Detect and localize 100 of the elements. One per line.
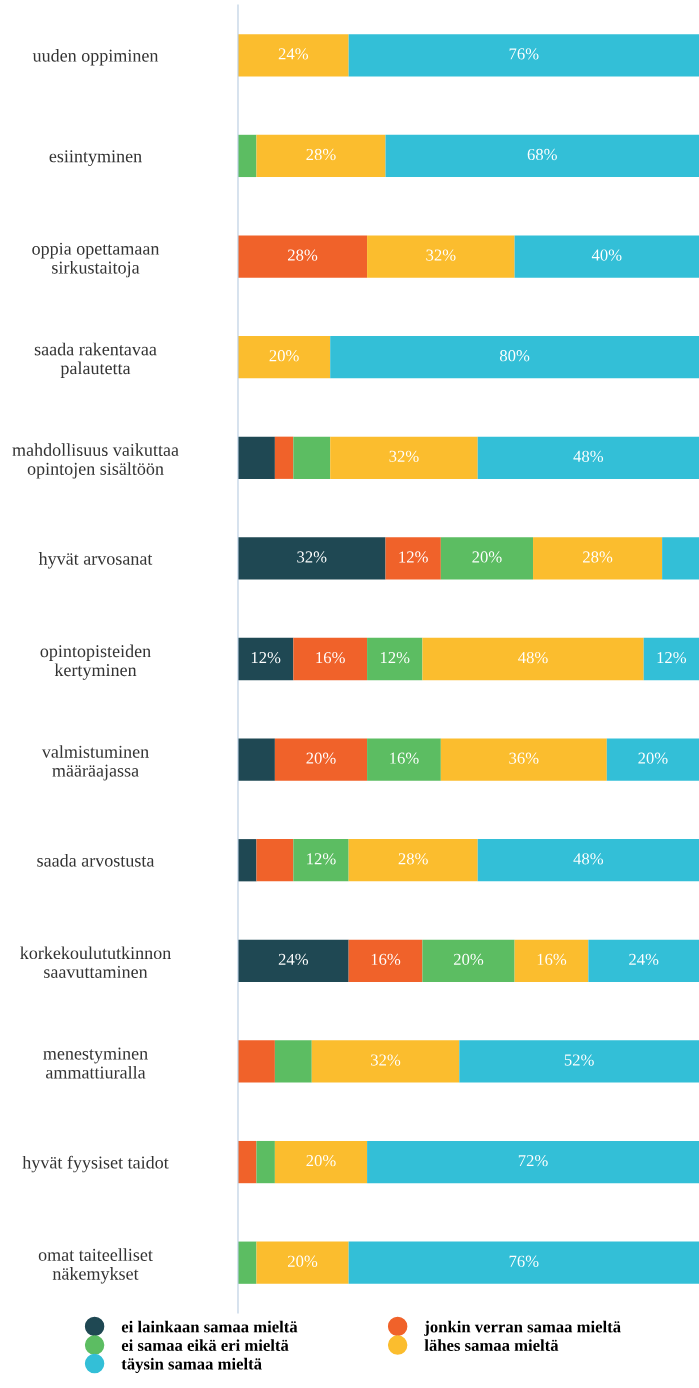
data-label: 76% <box>509 48 539 60</box>
bar <box>238 839 257 882</box>
data-label: 52% <box>564 1054 594 1066</box>
data-label: 40% <box>591 249 622 261</box>
bar <box>440 537 534 580</box>
bar <box>293 637 368 681</box>
bar <box>238 637 294 681</box>
legend-label: lähes samaa mieltä <box>424 1339 559 1352</box>
bar <box>330 436 478 479</box>
data-label: 28% <box>306 148 336 161</box>
legend-label: ei samaa eikä eri mieltä <box>121 1339 289 1352</box>
data-label: 32% <box>297 551 327 563</box>
data-label: 32% <box>389 450 419 462</box>
bar <box>274 1040 312 1083</box>
y-tick-label: omat taiteelliset näkemykset <box>38 1248 153 1284</box>
bar <box>274 436 294 479</box>
bar <box>274 738 368 781</box>
bar <box>477 436 699 479</box>
data-label: 68% <box>527 148 557 161</box>
bar <box>643 637 699 681</box>
data-label: 20% <box>453 953 484 966</box>
y-tick-label: oppia opettamaan sirkustaitoja <box>32 242 160 278</box>
data-label: 16% <box>537 953 567 966</box>
y-tick-label: korkekoulututkinnon saavuttaminen <box>20 946 171 978</box>
data-label: 12% <box>399 551 428 563</box>
bar <box>256 1140 275 1184</box>
bar <box>238 1241 257 1284</box>
bar <box>330 336 699 379</box>
data-label: 24% <box>278 48 309 60</box>
bar <box>238 34 349 77</box>
data-label: 28% <box>398 853 428 865</box>
bar <box>238 939 349 982</box>
y-tick-label: menestyminen ammattiuralla <box>43 1047 148 1079</box>
data-label: 16% <box>316 651 345 664</box>
data-label: 32% <box>426 249 456 261</box>
bar <box>422 939 515 982</box>
bar <box>367 738 441 781</box>
bar <box>514 939 589 982</box>
data-label: 48% <box>573 853 604 865</box>
bar <box>293 436 331 479</box>
data-label: 80% <box>499 350 530 362</box>
bar <box>477 839 699 882</box>
bar <box>385 537 441 580</box>
data-label: 20% <box>638 752 668 764</box>
data-label: 12% <box>307 853 336 865</box>
data-label: 12% <box>251 651 281 664</box>
bar <box>256 1241 349 1284</box>
data-label: 76% <box>509 1255 539 1267</box>
y-tick-label: valmistuminen määräajassa <box>41 745 149 781</box>
legend-label: ei lainkaan samaa mieltä <box>121 1320 298 1333</box>
bar <box>662 537 699 580</box>
bar <box>256 134 386 178</box>
bar <box>238 738 275 781</box>
bar <box>606 738 699 781</box>
y-tick-label: saada arvostusta <box>37 853 155 867</box>
y-tick-label: saada rakentavaa palautetta <box>34 342 157 378</box>
y-tick-label: uuden oppiminen <box>32 49 159 66</box>
bar <box>348 839 478 882</box>
bar <box>238 134 257 178</box>
y-tick-label: esiintyminen <box>49 150 142 167</box>
data-label: 48% <box>518 651 548 664</box>
bar <box>293 839 349 882</box>
bar <box>367 637 423 681</box>
data-label: 16% <box>390 752 419 764</box>
bar <box>238 537 386 580</box>
bar <box>348 1241 699 1284</box>
bar <box>367 1140 699 1184</box>
bar <box>588 939 699 982</box>
data-label: 24% <box>278 953 309 966</box>
bar <box>238 1140 257 1184</box>
data-label: 12% <box>657 651 687 664</box>
data-label: 16% <box>371 953 401 966</box>
data-label: 20% <box>306 1155 336 1167</box>
data-label: 28% <box>288 249 318 261</box>
bar <box>440 738 607 781</box>
bar <box>533 537 663 580</box>
data-label: 20% <box>472 551 502 563</box>
data-label: 12% <box>380 651 410 664</box>
bar <box>348 939 423 982</box>
bar <box>238 235 368 278</box>
bar <box>256 839 294 882</box>
bar <box>238 436 275 479</box>
data-label: 72% <box>518 1155 548 1167</box>
data-label: 32% <box>371 1054 401 1066</box>
bar <box>422 637 644 681</box>
data-label: 24% <box>629 953 659 966</box>
y-tick-label: mahdollisuus vaikuttaa opintojen sisältöön <box>12 443 179 479</box>
bar <box>385 134 699 178</box>
legend-label: täysin samaa mieltä <box>121 1357 262 1373</box>
y-tick-label: hyvät fyysiset taidot <box>22 1155 169 1173</box>
data-label: 36% <box>509 752 539 764</box>
data-label: 48% <box>573 450 604 462</box>
bar <box>274 1140 368 1184</box>
legend-label: jonkin verran samaa mieltä <box>424 1320 621 1336</box>
y-tick-label: opintopisteiden kertyminen <box>40 644 151 680</box>
bar <box>348 34 699 77</box>
bar <box>238 336 331 379</box>
bar <box>459 1040 699 1083</box>
y-tick-label: hyvät arvosanat <box>38 552 153 569</box>
bar <box>311 1040 460 1083</box>
